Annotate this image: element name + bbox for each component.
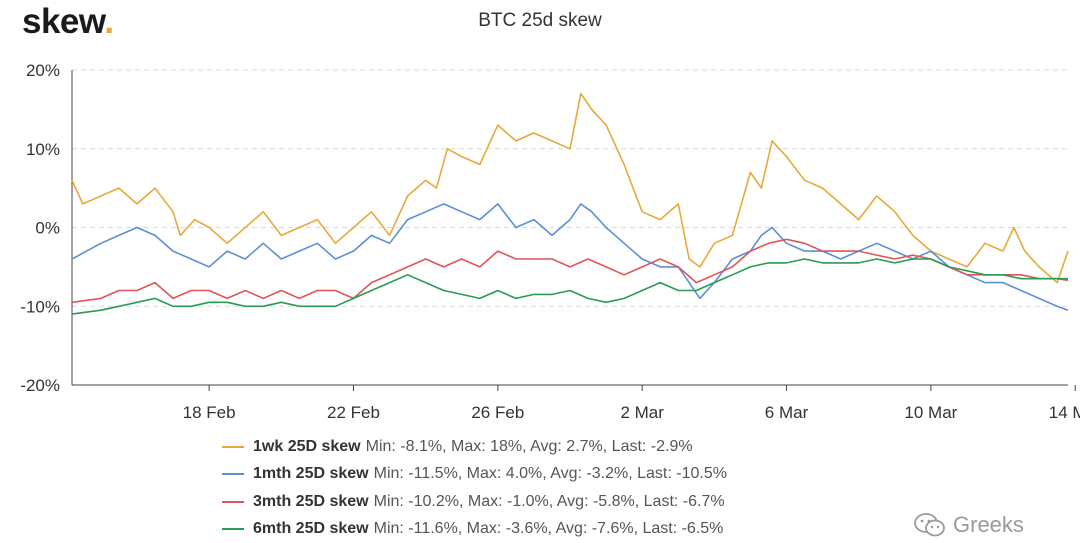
x-tick-label: 22 Feb xyxy=(327,403,380,422)
legend-swatch-1wk xyxy=(222,445,244,448)
y-tick-label: 20% xyxy=(26,61,60,80)
legend-swatch-3mth xyxy=(222,500,244,503)
legend-item-1wk[interactable]: 1wk 25D skew Min: -8.1%, Max: 18%, Avg: … xyxy=(222,433,727,461)
y-tick-label: 0% xyxy=(35,219,60,238)
y-tick-label: -20% xyxy=(20,376,60,395)
logo-dot: . xyxy=(104,2,114,41)
chart-title: BTC 25d skew xyxy=(478,10,602,31)
legend-label-6mth: 6mth 25D skew xyxy=(253,520,369,538)
series-lines xyxy=(71,92,1069,315)
x-tick-label: 18 Feb xyxy=(183,403,236,422)
legend-label-3mth: 3mth 25D skew xyxy=(253,492,369,510)
series-line-2 xyxy=(71,203,1069,311)
series-line-1 xyxy=(71,92,1069,284)
legend-stats-6mth: Min: -11.6%, Max: -3.6%, Avg: -7.6%, Las… xyxy=(373,520,724,538)
legend-label-1mth: 1mth 25D skew xyxy=(253,465,369,483)
wechat-icon xyxy=(914,513,945,537)
watermark: Greeks xyxy=(913,512,1024,538)
legend-stats-3mth: Min: -10.2%, Max: -1.0%, Avg: -5.8%, Las… xyxy=(373,492,725,510)
legend-stats-1mth: Min: -11.5%, Max: 4.0%, Avg: -3.2%, Last… xyxy=(373,465,727,483)
legend-label-1wk: 1wk 25D skew xyxy=(253,437,361,455)
x-tick-label: 2 Mar xyxy=(620,403,664,422)
legend-item-3mth[interactable]: 3mth 25D skew Min: -10.2%, Max: -1.0%, A… xyxy=(222,488,727,516)
legend-swatch-6mth xyxy=(222,528,244,531)
legend-swatch-1mth xyxy=(222,473,244,476)
legend-item-6mth[interactable]: 6mth 25D skew Min: -11.6%, Max: -3.6%, A… xyxy=(222,516,727,543)
skew-logo: skew. xyxy=(22,2,114,42)
y-tick-label: 10% xyxy=(26,140,60,159)
series-line-4 xyxy=(71,258,1068,315)
series-line-3 xyxy=(71,238,1069,304)
logo-text: skew xyxy=(22,2,105,41)
x-tick-label: 14 Mar xyxy=(1049,403,1080,422)
watermark-text: Greeks xyxy=(953,512,1024,537)
x-tick-label: 6 Mar xyxy=(765,403,809,422)
y-tick-label: -10% xyxy=(20,297,60,316)
legend-item-1mth[interactable]: 1mth 25D skew Min: -11.5%, Max: 4.0%, Av… xyxy=(222,461,727,489)
legend-stats-1wk: Min: -8.1%, Max: 18%, Avg: 2.7%, Last: -… xyxy=(365,437,693,455)
x-tick-label: 26 Feb xyxy=(471,403,524,422)
x-tick-label: 10 Mar xyxy=(904,403,957,422)
chart-legend: 1wk 25D skew Min: -8.1%, Max: 18%, Avg: … xyxy=(222,433,727,543)
grid-lines xyxy=(72,69,1068,307)
axes: -20% -10% 0% 10% 20% 18 Feb 22 Feb 26 Feb 2 Mar 6… xyxy=(20,61,1080,422)
